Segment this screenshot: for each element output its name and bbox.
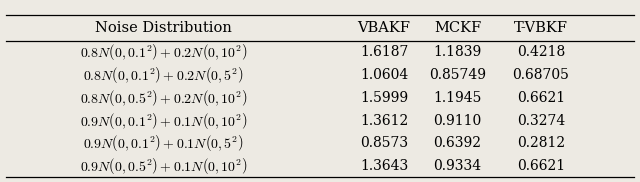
Text: $0.9N\left(0,0.1^2\right)+0.1N\left(0,5^2\right)$: $0.9N\left(0,0.1^2\right)+0.1N\left(0,5^… [83, 133, 243, 153]
Text: 0.85749: 0.85749 [429, 68, 486, 82]
Text: 0.8573: 0.8573 [360, 136, 408, 150]
Text: 1.3612: 1.3612 [360, 114, 408, 128]
Text: VBAKF: VBAKF [358, 21, 410, 35]
Text: 0.9334: 0.9334 [433, 159, 482, 173]
Text: $0.8N\left(0,0.5^2\right)+0.2N\left(0,10^2\right)$: $0.8N\left(0,0.5^2\right)+0.2N\left(0,10… [79, 88, 247, 108]
Text: 0.6621: 0.6621 [516, 91, 565, 105]
Text: 1.3643: 1.3643 [360, 159, 408, 173]
Text: 1.6187: 1.6187 [360, 45, 408, 59]
Text: $0.9N\left(0,0.1^2\right)+0.1N\left(0,10^2\right)$: $0.9N\left(0,0.1^2\right)+0.1N\left(0,10… [79, 111, 247, 130]
Text: $0.9N\left(0,0.5^2\right)+0.1N\left(0,10^2\right)$: $0.9N\left(0,0.5^2\right)+0.1N\left(0,10… [79, 156, 247, 176]
Text: 0.68705: 0.68705 [513, 68, 569, 82]
Text: 0.3274: 0.3274 [516, 114, 565, 128]
Text: 1.1945: 1.1945 [433, 91, 482, 105]
Text: Noise Distribution: Noise Distribution [95, 21, 232, 35]
Text: 1.0604: 1.0604 [360, 68, 408, 82]
Text: 0.2812: 0.2812 [516, 136, 565, 150]
Text: 0.9110: 0.9110 [433, 114, 482, 128]
Text: MCKF: MCKF [434, 21, 481, 35]
Text: $0.8N\left(0,0.1^2\right)+0.2N\left(0,5^2\right)$: $0.8N\left(0,0.1^2\right)+0.2N\left(0,5^… [83, 65, 243, 85]
Text: 0.6621: 0.6621 [516, 159, 565, 173]
Text: 0.4218: 0.4218 [516, 45, 565, 59]
Text: 1.5999: 1.5999 [360, 91, 408, 105]
Text: 0.6392: 0.6392 [434, 136, 481, 150]
Text: T-VBKF: T-VBKF [514, 21, 568, 35]
Text: $0.8N\left(0,0.1^2\right)+0.2N\left(0,10^2\right)$: $0.8N\left(0,0.1^2\right)+0.2N\left(0,10… [79, 42, 247, 62]
Text: 1.1839: 1.1839 [433, 45, 482, 59]
